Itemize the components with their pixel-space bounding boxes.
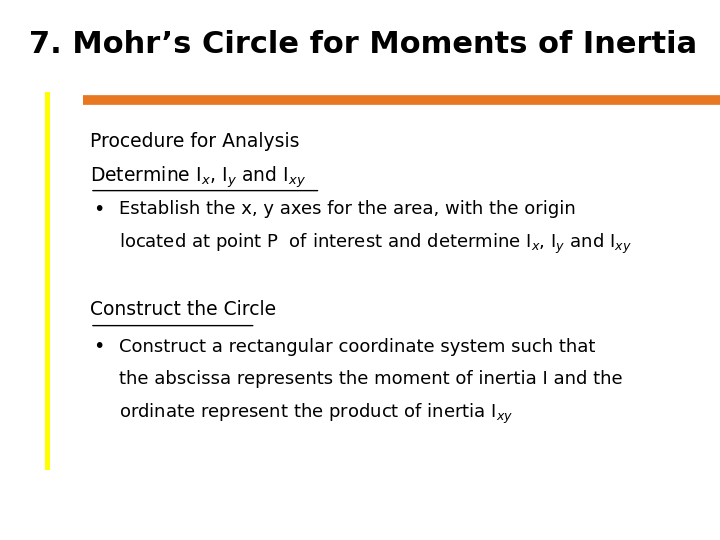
Bar xyxy=(45,92,50,470)
Text: Construct the Circle: Construct the Circle xyxy=(90,300,276,319)
Text: located at point P  of interest and determine I$_x$, I$_y$ and I$_{xy}$: located at point P of interest and deter… xyxy=(119,232,631,256)
Text: •: • xyxy=(94,200,105,219)
Text: Establish the x, y axes for the area, with the origin: Establish the x, y axes for the area, wi… xyxy=(119,200,575,218)
Text: •: • xyxy=(94,338,105,356)
Text: Construct a rectangular coordinate system such that: Construct a rectangular coordinate syste… xyxy=(119,338,595,355)
Text: Determine I$_x$, I$_y$ and I$_{xy}$: Determine I$_x$, I$_y$ and I$_{xy}$ xyxy=(90,165,306,190)
Text: the abscissa represents the moment of inertia I and the: the abscissa represents the moment of in… xyxy=(119,370,622,388)
Text: ordinate represent the product of inertia I$_{xy}$: ordinate represent the product of inerti… xyxy=(119,402,513,427)
Text: Procedure for Analysis: Procedure for Analysis xyxy=(90,132,300,151)
Text: 7. Mohr’s Circle for Moments of Inertia: 7. Mohr’s Circle for Moments of Inertia xyxy=(29,30,697,59)
